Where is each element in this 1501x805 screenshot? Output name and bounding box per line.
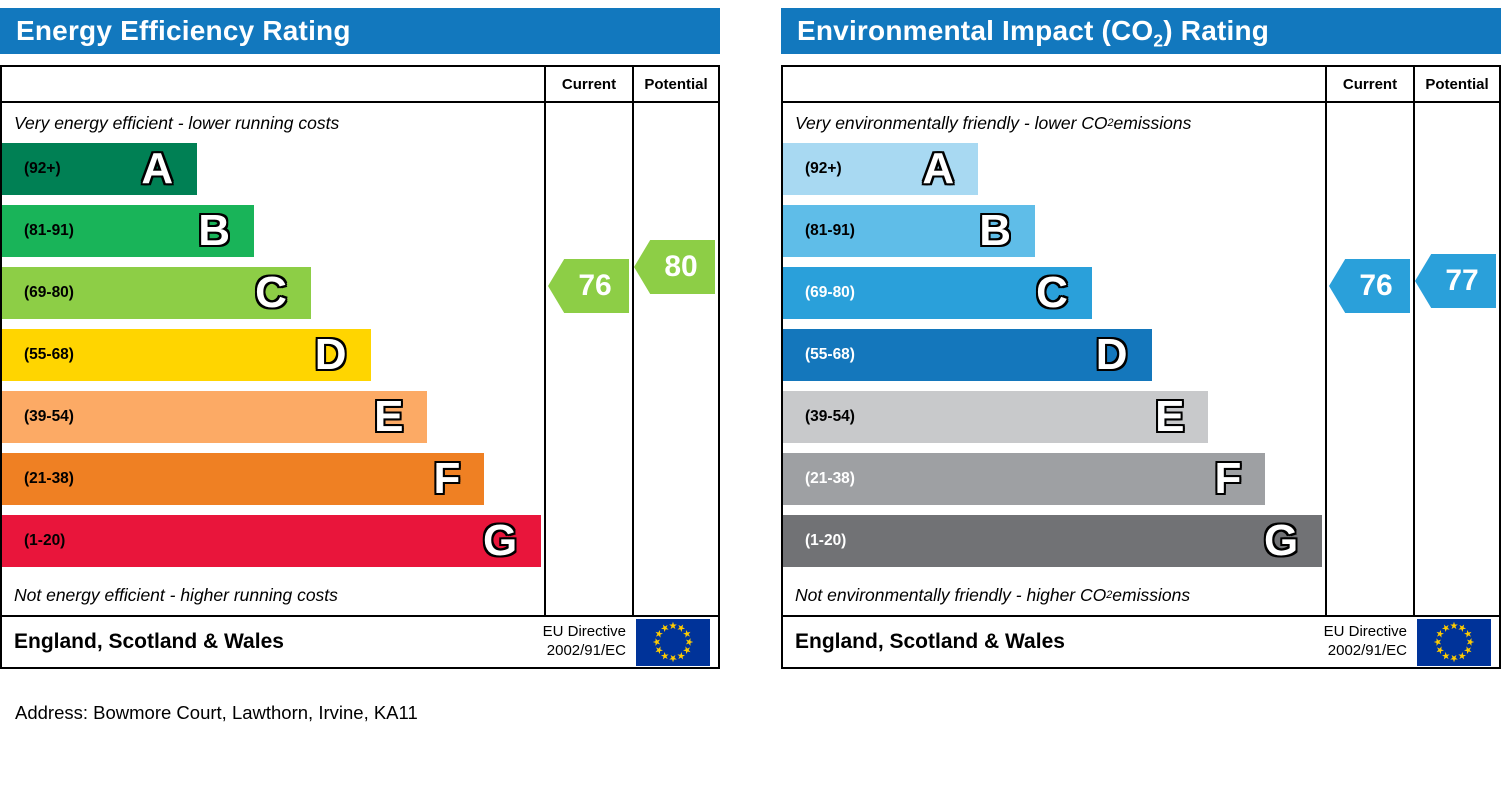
band-letter: G	[1264, 516, 1299, 565]
potential-column: 80	[632, 103, 718, 615]
energy-efficiency-rating-chart: Energy Efficiency Rating Current Potenti…	[0, 8, 720, 669]
band-g: (1-20) G	[2, 515, 542, 567]
potential-rating-value: 80	[664, 250, 698, 283]
footer-right: EU Directive 2002/91/EC ★ ★ ★ ★ ★ ★ ★ ★ ★ ★ ★ ★	[1323, 618, 1491, 666]
potential-rating-value: 77	[1445, 264, 1479, 297]
band-range-label: (1-20)	[24, 532, 66, 549]
band-letter: F	[1214, 454, 1242, 503]
eu-directive-label: EU Directive 2002/91/EC	[1323, 623, 1407, 659]
address-line: Address: Bowmore Court, Lawthorn, Irvine…	[15, 702, 418, 723]
band-range-label: (92+)	[805, 160, 842, 177]
environmental-impact-rating-chart: Environmental Impact (CO2) Rating Curren…	[781, 8, 1501, 669]
chart-title: Energy Efficiency Rating	[16, 15, 351, 46]
band-letter: A	[141, 144, 174, 193]
potential-rating-arrow: 77	[1415, 254, 1496, 308]
region-label: England, Scotland & Wales	[14, 630, 284, 653]
band-letter: C	[1036, 268, 1068, 317]
current-rating-value: 76	[1359, 269, 1393, 302]
band-range-label: (1-20)	[805, 532, 847, 549]
rating-body: Very energy efficient - lower running co…	[2, 103, 718, 615]
band-a: (92+) A	[2, 143, 198, 195]
band-letter: D	[314, 330, 347, 379]
eu-flag: ★ ★ ★ ★ ★ ★ ★ ★ ★ ★ ★ ★	[1417, 618, 1491, 666]
chart-title: Environmental Impact (CO2) Rating	[797, 15, 1270, 51]
band-d: (55-68) D	[783, 329, 1152, 381]
column-header-spacer	[783, 67, 1325, 101]
band-letter: B	[198, 206, 231, 255]
potential-rating-arrow: 80	[634, 240, 715, 294]
top-note: Very energy efficient - lower running co…	[14, 112, 340, 133]
rating-table: Current Potential Very energy efficient …	[0, 65, 720, 669]
current-rating-value: 76	[578, 269, 612, 302]
chart-title-bar: Environmental Impact (CO2) Rating	[781, 8, 1501, 54]
band-letter: A	[922, 144, 955, 193]
rating-table: Current Potential Very environmentally f…	[781, 65, 1501, 669]
band-range-label: (92+)	[24, 160, 61, 177]
band-letter: G	[483, 516, 518, 565]
potential-column: 77	[1413, 103, 1499, 615]
current-column: 76	[544, 103, 632, 615]
band-letter: B	[979, 206, 1012, 255]
rating-body: Very environmentally friendly - lower CO…	[783, 103, 1499, 615]
eu-directive-label: EU Directive 2002/91/EC	[542, 623, 626, 659]
top-note: Very environmentally friendly - lower CO…	[795, 112, 1192, 133]
bottom-note: Not energy efficient - higher running co…	[14, 584, 338, 605]
current-column-header: Current	[1325, 67, 1413, 101]
band-a: (92+) A	[783, 143, 979, 195]
bands-area: Very energy efficient - lower running co…	[2, 103, 544, 615]
band-range-label: (39-54)	[805, 408, 855, 425]
band-g: (1-20) G	[783, 515, 1323, 567]
band-d: (55-68) D	[2, 329, 371, 381]
current-column-header: Current	[544, 67, 632, 101]
current-column: 76	[1325, 103, 1413, 615]
band-letter: F	[433, 454, 461, 503]
band-range-label: (69-80)	[24, 284, 74, 301]
footer-right: EU Directive 2002/91/EC ★ ★ ★ ★ ★ ★ ★ ★ ★ ★ ★ ★	[542, 618, 710, 666]
band-letter: E	[1155, 392, 1185, 441]
band-range-label: (55-68)	[805, 346, 855, 363]
column-header-row: Current Potential	[2, 67, 718, 103]
band-c: (69-80) C	[783, 267, 1092, 319]
band-letter: E	[374, 392, 404, 441]
band-range-label: (21-38)	[805, 470, 855, 487]
band-e: (39-54) E	[783, 391, 1209, 443]
column-header-row: Current Potential	[783, 67, 1499, 103]
band-c: (69-80) C	[2, 267, 311, 319]
current-rating-arrow: 76	[1329, 259, 1410, 313]
potential-column-header: Potential	[1413, 67, 1499, 101]
band-letter: C	[255, 268, 287, 317]
band-e: (39-54) E	[2, 391, 428, 443]
bands-area: Very environmentally friendly - lower CO…	[783, 103, 1325, 615]
chart-title-bar: Energy Efficiency Rating	[0, 8, 720, 54]
bottom-note: Not environmentally friendly - higher CO…	[795, 584, 1191, 605]
footer-row: England, Scotland & Wales EU Directive 20…	[2, 615, 718, 667]
potential-column-header: Potential	[632, 67, 718, 101]
band-range-label: (21-38)	[24, 470, 74, 487]
band-b: (81-91) B	[2, 205, 255, 257]
region-label: England, Scotland & Wales	[795, 630, 1065, 653]
eu-flag: ★ ★ ★ ★ ★ ★ ★ ★ ★ ★ ★ ★	[636, 618, 710, 666]
band-range-label: (55-68)	[24, 346, 74, 363]
band-b: (81-91) B	[783, 205, 1036, 257]
footer-row: England, Scotland & Wales EU Directive 20…	[783, 615, 1499, 667]
band-f: (21-38) F	[2, 453, 485, 505]
band-range-label: (39-54)	[24, 408, 74, 425]
current-rating-arrow: 76	[548, 259, 629, 313]
band-f: (21-38) F	[783, 453, 1266, 505]
band-range-label: (81-91)	[805, 222, 855, 239]
band-range-label: (81-91)	[24, 222, 74, 239]
column-header-spacer	[2, 67, 544, 101]
band-range-label: (69-80)	[805, 284, 855, 301]
band-letter: D	[1095, 330, 1128, 379]
